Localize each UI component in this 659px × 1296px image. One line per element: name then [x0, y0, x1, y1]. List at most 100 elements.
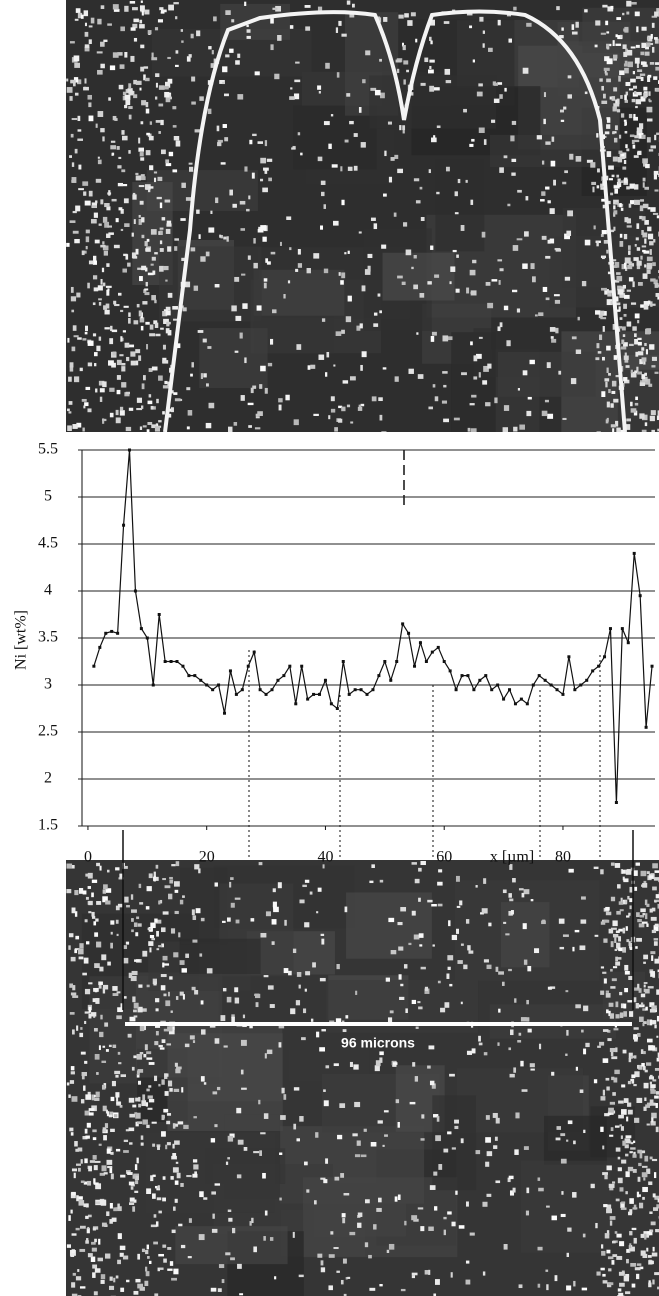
speck [133, 1010, 137, 1013]
speck [321, 934, 325, 936]
speck [167, 57, 171, 59]
speck [84, 1061, 87, 1064]
speck [182, 307, 186, 311]
speck [551, 161, 556, 167]
speck [158, 900, 160, 904]
speck [107, 225, 112, 227]
speck [85, 201, 91, 206]
speck [620, 1187, 624, 1191]
speck [199, 1191, 204, 1197]
speck [646, 349, 648, 354]
speck [594, 225, 596, 229]
speck [145, 78, 150, 81]
speck [654, 938, 659, 940]
speck [175, 1180, 179, 1184]
speck [621, 1201, 625, 1203]
point [472, 688, 475, 691]
speck [448, 920, 450, 926]
speck [135, 1098, 139, 1102]
speck [545, 256, 550, 259]
speck [148, 1108, 153, 1110]
speck [166, 1043, 171, 1045]
speck [638, 1177, 641, 1182]
speck [129, 1128, 135, 1132]
speck [596, 343, 599, 348]
speck [151, 229, 157, 235]
speck [412, 1275, 415, 1278]
speck [99, 1144, 102, 1146]
speck [432, 332, 437, 336]
grain [346, 892, 432, 958]
speck [149, 394, 152, 397]
speck [118, 1062, 121, 1064]
speck [595, 357, 599, 360]
speck [207, 968, 213, 973]
speck [624, 63, 628, 66]
point [342, 660, 345, 663]
speck [90, 1160, 95, 1163]
speck [647, 37, 649, 40]
speck [125, 254, 128, 259]
speck [566, 1030, 568, 1036]
speck [470, 270, 476, 276]
speck [124, 105, 127, 108]
speck [600, 1268, 604, 1271]
speck [623, 304, 627, 309]
speck [655, 67, 659, 71]
speck [160, 240, 162, 244]
speck [388, 122, 392, 125]
speck [448, 967, 451, 970]
speck [644, 220, 649, 225]
speck [378, 293, 381, 296]
speck [181, 1087, 183, 1092]
speck [398, 15, 403, 19]
speck [302, 885, 307, 887]
speck [232, 1228, 235, 1233]
speck [330, 1231, 333, 1234]
speck [346, 93, 350, 97]
speck [631, 370, 633, 374]
y-tick-label: 3 [44, 676, 52, 693]
speck [113, 993, 119, 996]
speck [100, 42, 105, 47]
speck [313, 414, 319, 416]
speck [71, 1071, 75, 1074]
speck [606, 124, 610, 129]
speck [614, 189, 618, 194]
speck [376, 1208, 382, 1212]
speck [120, 1288, 124, 1292]
point [579, 684, 582, 687]
speck [174, 881, 180, 886]
speck [165, 1091, 169, 1096]
speck [640, 205, 643, 211]
speck [85, 1136, 89, 1139]
speck [642, 216, 646, 220]
speck [565, 990, 568, 992]
speck [259, 1150, 262, 1156]
speck [471, 428, 477, 432]
speck [160, 231, 163, 235]
speck [632, 1154, 636, 1158]
speck [113, 1278, 115, 1283]
speck [96, 1072, 99, 1075]
speck [528, 1029, 532, 1033]
speck [541, 191, 545, 196]
speck [146, 109, 149, 114]
speck [95, 240, 100, 244]
speck [170, 97, 172, 100]
speck [428, 407, 433, 410]
speck [189, 167, 193, 172]
speck [454, 418, 460, 421]
speck [654, 1096, 659, 1099]
speck [647, 871, 650, 874]
speck [134, 1200, 137, 1203]
speck [470, 1233, 475, 1236]
speck [654, 1025, 656, 1029]
grain [435, 160, 484, 252]
speck [651, 365, 655, 367]
speck [619, 326, 622, 328]
speck [412, 1000, 416, 1004]
speck [120, 310, 123, 312]
speck [626, 365, 630, 368]
speck [252, 173, 255, 179]
